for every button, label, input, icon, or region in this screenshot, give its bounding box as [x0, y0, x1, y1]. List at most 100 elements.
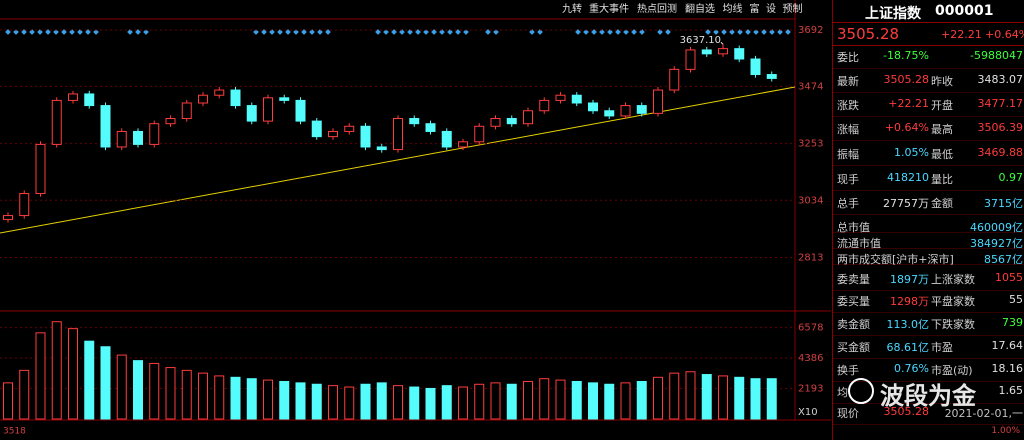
signal-marker [729, 29, 735, 35]
candle-body [181, 102, 192, 120]
signal-marker [13, 29, 19, 35]
signal-marker [537, 29, 543, 35]
candle-body [588, 102, 598, 112]
toolbar-item: 重大事件 [589, 2, 629, 15]
y-tick-label: 6578 [798, 323, 823, 334]
change-pct: +0.64% [985, 28, 1024, 41]
volume-bar [360, 383, 371, 420]
volume-bar [214, 375, 225, 420]
volume-bar [376, 382, 387, 420]
quote-label: 涨跌 [837, 99, 859, 112]
signal-marker [761, 29, 767, 35]
volume-bar [344, 386, 355, 420]
quote-value: 3505.28 [883, 73, 930, 86]
high-annotation: 3637.10 [680, 35, 721, 46]
volume-bar [149, 362, 160, 420]
quote-row: 涨跌 +22.21 开盘 3477.17 [833, 94, 1024, 117]
candle-body [571, 94, 582, 104]
volume-bar [409, 386, 420, 420]
candle-body [19, 193, 30, 217]
candle-body [425, 123, 436, 132]
volume-bar [588, 382, 598, 420]
quote-label: 买金额 [837, 341, 870, 354]
signal-marker [657, 29, 663, 35]
quote-row: 换手 0.76% 市盈(动) 18.16 [833, 359, 1024, 382]
footer-right: 1.00% [991, 426, 1020, 436]
quote-value: +22.21 [888, 97, 929, 110]
volume-bar [311, 383, 322, 420]
index-name: 上证指数 [865, 6, 921, 22]
quote-row: 现价 3505.28 2021-02-01,一 [833, 402, 1024, 425]
quote-value: 418210 [887, 171, 929, 184]
candle-body [116, 130, 127, 148]
volume-bar [19, 369, 30, 420]
quote-value: 384927亿 [970, 237, 1023, 250]
volume-bar [393, 385, 403, 420]
candle-body [766, 74, 777, 79]
volume-bar [539, 378, 550, 420]
volume-bar [116, 354, 127, 420]
candle-body [214, 89, 225, 96]
toolbar-item: 九转 [562, 2, 582, 15]
quote-label: 最高 [931, 123, 953, 136]
quote-value: -18.75% [883, 49, 929, 62]
price: 3505.28 [837, 25, 900, 43]
quote-value: 0.97 [998, 171, 1024, 184]
quote-label: 市盈(动) [931, 364, 973, 377]
y-tick-label: 4386 [798, 353, 823, 364]
candle-body [506, 118, 517, 125]
candle-body [523, 110, 533, 125]
change: +22.21 [941, 28, 982, 41]
volume-bar [3, 382, 13, 420]
quote-label: 上涨家数 [931, 273, 975, 286]
signal-marker [631, 29, 637, 35]
quote-row: 卖金额 113.0亿 下跌家数 739 [833, 313, 1024, 336]
signal-marker [705, 29, 711, 35]
quote-value: 3477.17 [977, 97, 1024, 110]
quote-label: 最新 [837, 75, 859, 88]
volume-bar [506, 383, 517, 420]
quote-row: 委买量 1298万 平盘家数 55 [833, 290, 1024, 313]
quote-row: 委卖量 1897万 上涨家数 1055 [833, 268, 1024, 291]
candle-body [263, 97, 273, 122]
candle-body [198, 94, 208, 104]
quote-value: 739 [1002, 316, 1023, 329]
quote-value: 3505.28 [883, 405, 930, 418]
volume-bar [35, 332, 46, 420]
y-tick-label: 3034 [798, 195, 823, 206]
candle-body [133, 130, 143, 145]
quote-row: 最新 3505.28 昨收 3483.07 [833, 70, 1024, 93]
candle-body [328, 130, 338, 138]
volume-bar [84, 340, 95, 420]
signal-marker [737, 29, 743, 35]
signal-marker [615, 29, 621, 35]
volume-bar [620, 382, 631, 420]
candle-body [734, 48, 745, 60]
volume-bar [685, 371, 696, 420]
candle-body [100, 105, 111, 148]
candle-body [311, 120, 322, 138]
candle-body [230, 89, 241, 107]
signal-marker [575, 29, 581, 35]
candle-body [376, 146, 387, 151]
candle-body [555, 94, 566, 101]
candle-body [165, 118, 176, 125]
signal-marker [583, 29, 589, 35]
candle-body [490, 118, 501, 127]
volume-bar [100, 346, 111, 420]
signal-marker [21, 29, 27, 35]
y-tick-label: 2813 [798, 252, 823, 263]
candle-body [669, 68, 680, 91]
quote-label: 委买量 [837, 295, 870, 308]
toolbar-item: 富 [750, 2, 760, 15]
toolbar-item: 均线 [723, 2, 743, 15]
candle-body [3, 215, 13, 220]
quote-value: 1.05% [894, 146, 929, 159]
toolbar-item: 热点回测 [637, 2, 677, 15]
volume-bar [230, 376, 241, 420]
quote-value: 27757万 [883, 197, 929, 210]
quote-label: 流通市值 [837, 237, 881, 250]
toolbar-item: 预制 [783, 2, 803, 15]
footer-left: 3518 [3, 427, 26, 437]
quote-row: 均 1.65 [833, 381, 1024, 404]
